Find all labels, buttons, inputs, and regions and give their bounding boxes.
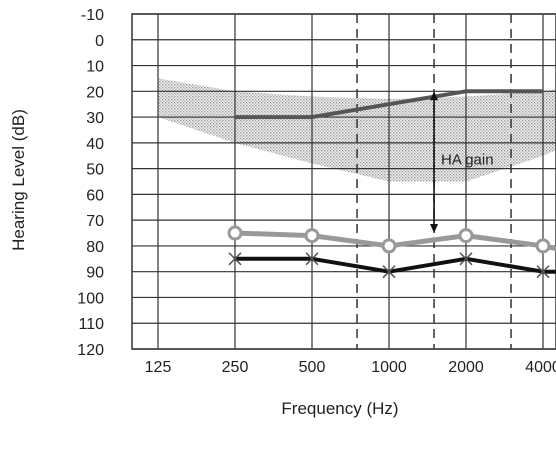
x-axis-label: Frequency (Hz) bbox=[281, 399, 398, 418]
speech-banana-region bbox=[158, 78, 556, 182]
y-tick-label: 0 bbox=[95, 33, 104, 50]
x-tick-label: 125 bbox=[145, 359, 172, 376]
data-point bbox=[228, 252, 242, 266]
x-tick-label: 250 bbox=[222, 359, 249, 376]
data-point bbox=[381, 238, 397, 254]
series-line-0 bbox=[235, 89, 543, 120]
ha-gain-arrow bbox=[430, 91, 439, 234]
y-tick-label: 90 bbox=[86, 265, 104, 282]
y-tick-label: 30 bbox=[86, 110, 104, 127]
x-tick-label: 2000 bbox=[448, 359, 484, 376]
data-point bbox=[535, 238, 551, 254]
y-tick-label: 10 bbox=[86, 59, 104, 76]
data-point bbox=[305, 252, 319, 266]
y-tick-label: 100 bbox=[77, 290, 104, 307]
y-tick-label: 40 bbox=[86, 136, 104, 153]
y-tick-label: 80 bbox=[86, 239, 104, 256]
y-tick-label: 60 bbox=[86, 187, 104, 204]
data-point bbox=[227, 225, 243, 241]
data-point bbox=[536, 265, 550, 279]
data-point bbox=[382, 265, 396, 279]
y-tick-label: 70 bbox=[86, 213, 104, 230]
series-line-2 bbox=[235, 256, 556, 274]
y-tick-label: 20 bbox=[86, 84, 104, 101]
x-tick-label: 4000 bbox=[525, 359, 556, 376]
x-tick-label: 500 bbox=[299, 359, 326, 376]
y-tick-label: 110 bbox=[78, 316, 104, 333]
data-point bbox=[459, 252, 473, 266]
data-point bbox=[458, 228, 474, 244]
ha-gain-label: HA gain bbox=[441, 152, 494, 169]
y-axis-label: Hearing Level (dB) bbox=[9, 109, 28, 251]
plot-frame bbox=[131, 13, 556, 350]
y-tick-label: 50 bbox=[86, 162, 104, 179]
x-tick-label: 1000 bbox=[371, 359, 407, 376]
y-tick-label: 120 bbox=[77, 342, 104, 359]
y-tick-label: -10 bbox=[81, 7, 104, 24]
data-point bbox=[304, 228, 320, 244]
